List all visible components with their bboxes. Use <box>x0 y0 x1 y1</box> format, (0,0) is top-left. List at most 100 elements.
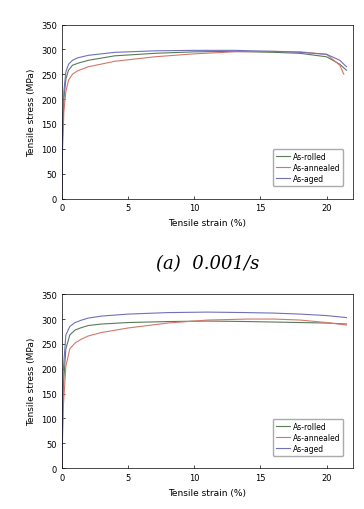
As-annealed <box>112 59 117 65</box>
As-annealed <box>232 50 236 56</box>
Line: As-rolled: As-rolled <box>62 52 347 199</box>
As-aged <box>344 315 349 321</box>
As-rolled <box>344 68 349 74</box>
As-rolled <box>298 320 302 326</box>
As-rolled <box>60 136 65 143</box>
As-rolled <box>324 54 329 61</box>
As-rolled <box>126 320 130 326</box>
As-annealed <box>60 196 64 202</box>
As-rolled <box>73 327 77 333</box>
As-aged <box>76 55 80 62</box>
As-annealed <box>245 317 249 323</box>
As-rolled <box>80 325 84 331</box>
As-annealed <box>342 72 346 78</box>
As-aged <box>205 309 210 316</box>
Line: As-annealed: As-annealed <box>62 52 344 199</box>
As-annealed <box>272 49 276 55</box>
Legend: As-rolled, As-annealed, As-aged: As-rolled, As-annealed, As-aged <box>273 419 344 456</box>
Legend: As-rolled, As-annealed, As-aged: As-rolled, As-annealed, As-aged <box>273 150 344 187</box>
As-aged <box>73 320 77 326</box>
Line: As-rolled: As-rolled <box>62 321 347 468</box>
As-aged <box>344 65 349 71</box>
As-rolled <box>68 332 72 338</box>
As-annealed <box>192 52 197 58</box>
As-aged <box>62 90 66 96</box>
As-aged <box>272 49 276 55</box>
As-rolled <box>192 50 197 56</box>
As-annealed <box>86 333 91 340</box>
As-annealed <box>126 325 130 331</box>
As-rolled <box>324 320 329 326</box>
As-aged <box>70 58 75 64</box>
As-annealed <box>80 336 84 343</box>
As-rolled <box>86 58 91 64</box>
As-rolled <box>70 63 75 69</box>
As-rolled <box>166 319 170 325</box>
As-aged <box>68 324 72 330</box>
As-aged <box>192 48 197 54</box>
As-aged <box>64 70 68 76</box>
As-rolled <box>60 196 64 202</box>
As-rolled <box>344 321 349 327</box>
As-aged <box>153 49 157 55</box>
Line: As-annealed: As-annealed <box>62 320 347 468</box>
As-aged <box>80 318 84 324</box>
As-rolled <box>62 97 66 103</box>
X-axis label: Tensile strain (%): Tensile strain (%) <box>169 488 246 497</box>
As-aged <box>166 310 170 316</box>
As-rolled <box>86 323 91 329</box>
As-rolled <box>60 465 64 471</box>
As-rolled <box>64 346 68 352</box>
As-annealed <box>324 52 329 58</box>
As-rolled <box>99 321 104 327</box>
As-aged <box>324 313 329 319</box>
As-annealed <box>298 50 302 56</box>
As-rolled <box>66 68 71 74</box>
As-aged <box>126 312 130 318</box>
As-rolled <box>112 53 117 60</box>
As-rolled <box>272 319 276 325</box>
As-rolled <box>338 62 342 68</box>
As-aged <box>232 48 236 54</box>
As-annealed <box>76 69 80 75</box>
X-axis label: Tensile strain (%): Tensile strain (%) <box>169 218 246 228</box>
As-rolled <box>153 51 157 58</box>
As-rolled <box>61 386 66 392</box>
As-aged <box>61 369 66 375</box>
As-aged <box>298 50 302 56</box>
As-aged <box>324 52 329 58</box>
As-aged <box>272 310 276 317</box>
As-aged <box>298 312 302 318</box>
As-aged <box>60 196 64 202</box>
As-aged <box>86 316 91 322</box>
Text: (a)  0.001/s: (a) 0.001/s <box>156 254 259 273</box>
Line: As-aged: As-aged <box>62 51 347 199</box>
As-annealed <box>64 90 68 96</box>
As-annealed <box>99 330 104 336</box>
As-aged <box>60 465 64 471</box>
As-annealed <box>153 54 157 61</box>
As-rolled <box>272 50 276 56</box>
As-annealed <box>298 318 302 324</box>
As-annealed <box>324 320 329 326</box>
As-rolled <box>205 318 210 324</box>
As-annealed <box>272 317 276 323</box>
As-annealed <box>61 406 66 412</box>
As-annealed <box>64 363 68 370</box>
As-annealed <box>73 340 77 346</box>
Line: As-aged: As-aged <box>62 313 347 468</box>
As-rolled <box>76 61 80 67</box>
As-annealed <box>166 320 170 326</box>
As-aged <box>66 62 71 68</box>
As-annealed <box>344 322 349 328</box>
As-aged <box>60 129 65 135</box>
Y-axis label: Tensile stress (MPa): Tensile stress (MPa) <box>27 68 36 156</box>
As-annealed <box>205 318 210 324</box>
Y-axis label: Tensile stress (MPa): Tensile stress (MPa) <box>27 337 36 426</box>
As-aged <box>99 314 104 320</box>
As-rolled <box>298 51 302 58</box>
As-annealed <box>70 72 75 78</box>
As-annealed <box>86 65 91 71</box>
As-rolled <box>245 319 249 325</box>
As-rolled <box>64 77 68 83</box>
